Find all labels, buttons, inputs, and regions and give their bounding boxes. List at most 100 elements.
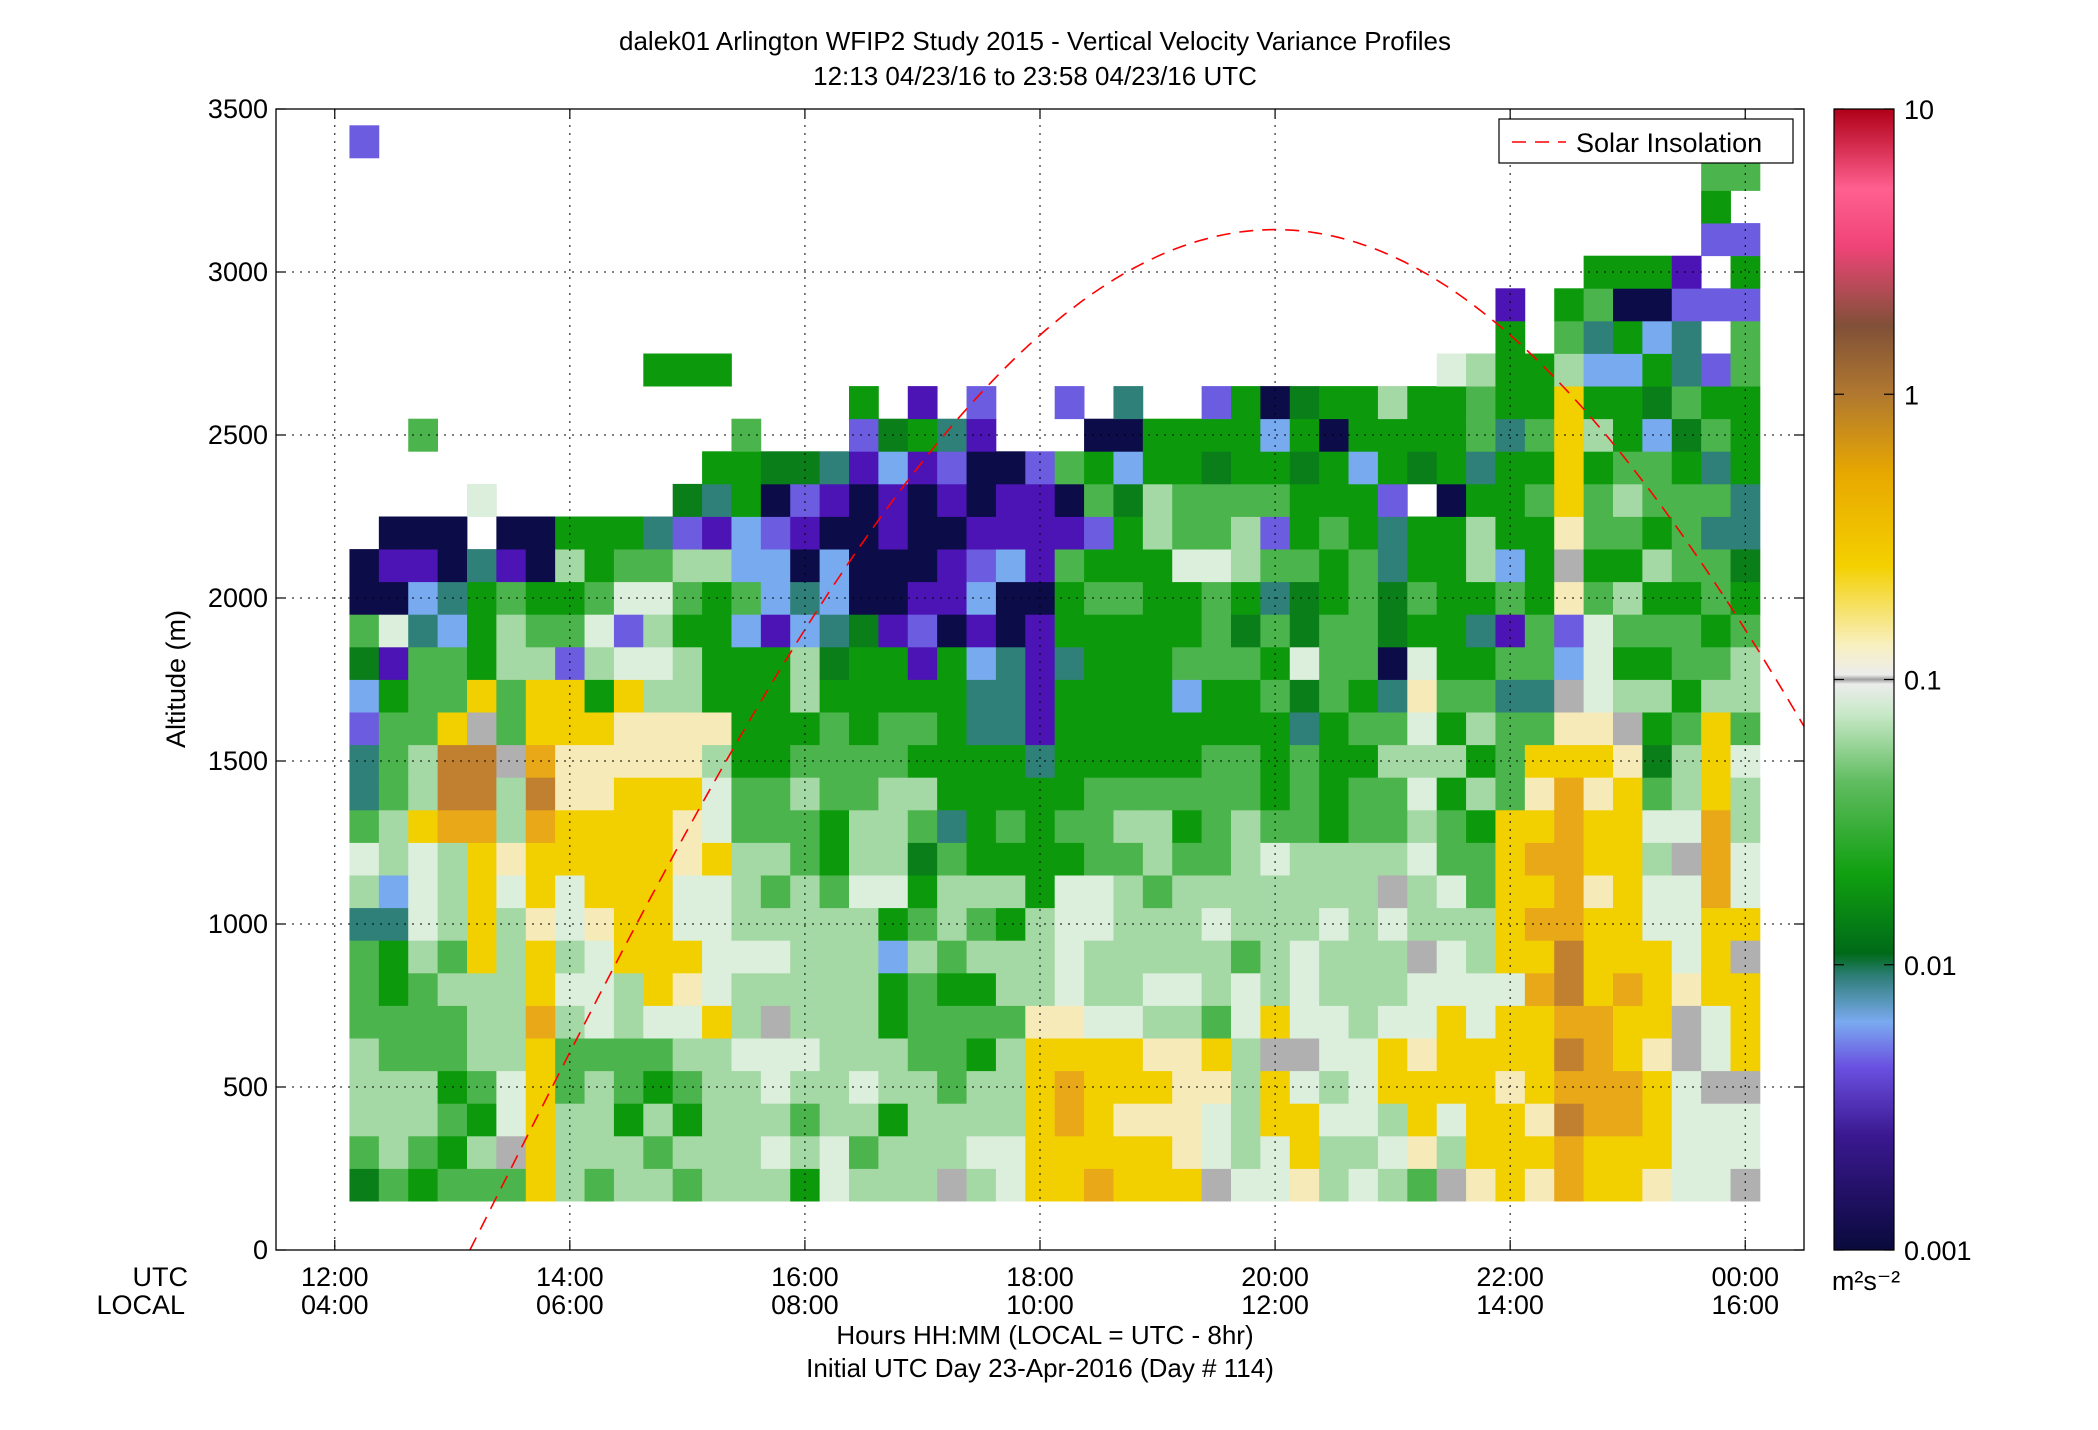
heatmap-cell [467, 1038, 497, 1072]
heatmap-cell [702, 1135, 732, 1169]
heatmap-cell [1084, 614, 1114, 648]
x-axis-label: Hours HH:MM (LOCAL = UTC - 8hr) [836, 1320, 1253, 1350]
heatmap-cell [1201, 614, 1232, 648]
heatmap-cell [1642, 972, 1673, 1006]
heatmap-cell [760, 712, 791, 746]
heatmap-cell [995, 712, 1026, 746]
heatmap-cell [1319, 1168, 1349, 1202]
heatmap-cell [1260, 483, 1291, 517]
heatmap-cell [1613, 809, 1643, 843]
heatmap-cell [1201, 907, 1232, 941]
heatmap-cell [878, 614, 909, 648]
heatmap-cell [1583, 614, 1614, 648]
heatmap-cell [1054, 809, 1085, 843]
heatmap-cell [1113, 614, 1144, 648]
heatmap-cell [731, 712, 762, 746]
chart-subtitle: 12:13 04/23/16 to 23:58 04/23/16 UTC [813, 61, 1257, 91]
heatmap-cell [1377, 842, 1408, 876]
heatmap-cell [1613, 581, 1643, 615]
heatmap-cell [1201, 581, 1232, 615]
heatmap-cell [1407, 1038, 1438, 1072]
heatmap-cell [878, 712, 909, 746]
heatmap-cell [1524, 614, 1555, 648]
legend: Solar Insolation [1498, 118, 1794, 164]
heatmap-cell [1054, 483, 1085, 517]
heatmap-cell [1201, 809, 1232, 843]
heatmap-cell [378, 1168, 409, 1202]
heatmap-cell [1113, 712, 1144, 746]
heatmap-cell [1613, 1168, 1643, 1202]
heatmap-cell [702, 353, 732, 387]
heatmap-cell [819, 451, 850, 485]
heatmap-cell [1583, 288, 1614, 322]
colorbar-tick-label: 0.1 [1904, 666, 1942, 696]
heatmap-cell [995, 451, 1026, 485]
heatmap-cell [408, 875, 439, 909]
heatmap-cell [1671, 288, 1702, 322]
heatmap-cell [1524, 842, 1555, 876]
heatmap-cell [408, 842, 439, 876]
heatmap-cell [643, 1038, 674, 1072]
heatmap-cell [1613, 1005, 1643, 1039]
heatmap-cell [966, 940, 997, 974]
heatmap-cell [1466, 483, 1496, 517]
heatmap-cell [1730, 223, 1761, 257]
heatmap-cell [1642, 1135, 1673, 1169]
heatmap-cell [437, 712, 468, 746]
heatmap-cell [1642, 1070, 1673, 1104]
heatmap-cell [1113, 777, 1144, 811]
heatmap-cell [966, 1005, 997, 1039]
heatmap-cell [1613, 614, 1643, 648]
heatmap-cell [1524, 1038, 1555, 1072]
heatmap-cell [1613, 1038, 1643, 1072]
heatmap-cell [819, 809, 850, 843]
heatmap-cell [437, 777, 468, 811]
heatmap-cell [1671, 1005, 1702, 1039]
heatmap-cell [613, 842, 644, 876]
heatmap-cell [1348, 712, 1379, 746]
x-tick-label-utc: 16:00 [771, 1262, 839, 1292]
heatmap-cell [1377, 744, 1408, 778]
heatmap-cell [1348, 483, 1379, 517]
heatmap-cell [760, 679, 791, 713]
heatmap-cell [1701, 223, 1731, 257]
heatmap-cell [966, 1168, 997, 1202]
heatmap-cell [1231, 549, 1261, 583]
heatmap-cell [378, 712, 409, 746]
heatmap-cell [1260, 940, 1291, 974]
heatmap-cell [437, 549, 468, 583]
heatmap-cell [467, 712, 497, 746]
heatmap-cell [1172, 1005, 1203, 1039]
heatmap-cell [1730, 1103, 1761, 1137]
y-tick-label: 0 [253, 1235, 268, 1265]
heatmap-cell [672, 549, 703, 583]
heatmap-cell [1583, 451, 1614, 485]
heatmap-cell [467, 1168, 497, 1202]
heatmap-cell [349, 1005, 380, 1039]
heatmap-cell [1642, 386, 1673, 420]
y-tick-label: 3000 [208, 257, 268, 287]
heatmap-cell [1113, 549, 1144, 583]
heatmap-cell [467, 646, 497, 680]
heatmap-cell [1613, 1103, 1643, 1137]
heatmap-cell [349, 842, 380, 876]
heatmap-cell [995, 842, 1026, 876]
heatmap-cell [937, 1103, 967, 1137]
heatmap-cell [496, 712, 527, 746]
heatmap-cell [378, 744, 409, 778]
heatmap-cell [878, 646, 909, 680]
heatmap-cell [1377, 646, 1408, 680]
heatmap-cell [437, 940, 468, 974]
x-tick-label-utc: 00:00 [1711, 1262, 1779, 1292]
heatmap-cell [1377, 907, 1408, 941]
heatmap-cell [1554, 418, 1585, 452]
heatmap-cell [995, 1038, 1026, 1072]
heatmap-cell [731, 1103, 762, 1137]
heatmap-cell [907, 875, 938, 909]
heatmap-cell [672, 1038, 703, 1072]
heatmap-cell [1201, 646, 1232, 680]
heatmap-cell [672, 516, 703, 550]
heatmap-cell [731, 940, 762, 974]
heatmap-cell [643, 1168, 674, 1202]
heatmap-cell [1466, 614, 1496, 648]
